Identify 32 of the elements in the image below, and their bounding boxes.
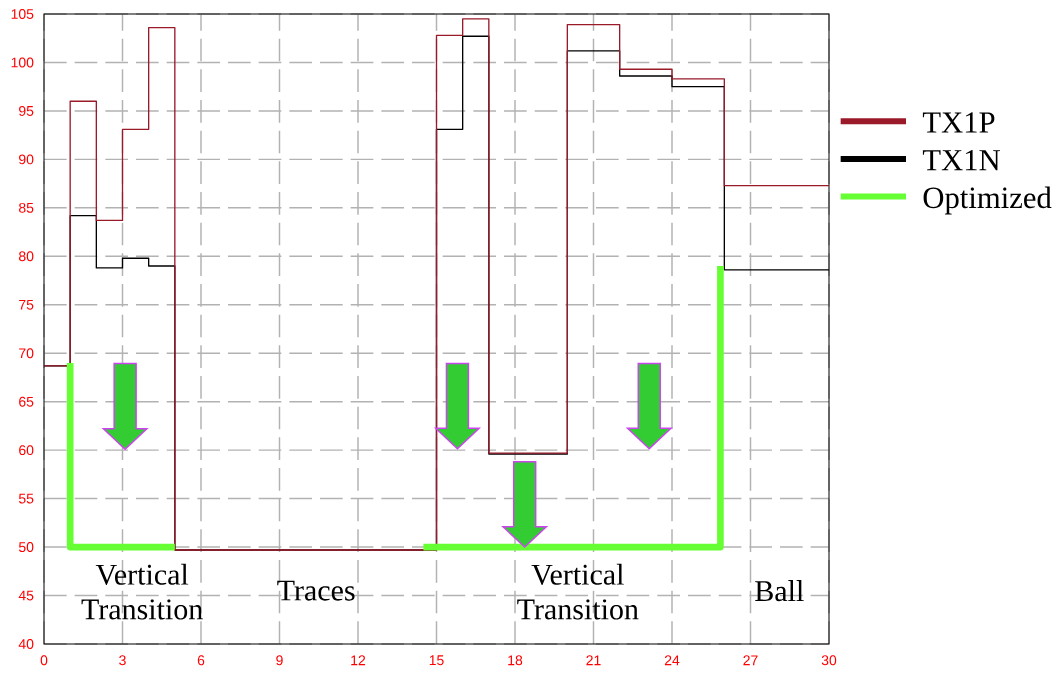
y-tick-label: 90 xyxy=(19,154,34,165)
y-tick-label: 100 xyxy=(11,57,34,68)
y-tick-label: 70 xyxy=(19,348,34,359)
x-tick-label: 15 xyxy=(429,655,444,666)
y-tick-label: 55 xyxy=(18,493,34,504)
x-tick-label: 6 xyxy=(197,655,205,666)
x-tick-label: 27 xyxy=(743,655,758,666)
y-tick-label: 105 xyxy=(11,9,34,19)
y-tick-label: 80 xyxy=(18,251,34,262)
legend-label: TX1P xyxy=(922,112,995,133)
x-tick-label: 21 xyxy=(586,655,601,666)
y-tick-label: 50 xyxy=(18,542,34,553)
y-tick-label: 65 xyxy=(19,396,34,407)
x-tick-label: 18 xyxy=(508,655,523,666)
y-tick-label: 60 xyxy=(19,445,34,456)
annotation: Vertical Transition xyxy=(517,563,639,620)
annotation: Vertical Transition xyxy=(81,563,203,620)
y-tick-label: 40 xyxy=(18,639,34,649)
annotation: Traces xyxy=(277,580,355,601)
x-tick-label: 3 xyxy=(119,655,126,666)
x-tick-label: 0 xyxy=(40,655,48,666)
x-tick-label: 24 xyxy=(664,655,680,666)
y-tick-label: 95 xyxy=(19,105,34,116)
y-tick-label: 75 xyxy=(19,299,34,310)
x-tick-label: 30 xyxy=(821,655,837,666)
legend-label: TX1N xyxy=(922,149,1000,171)
x-tick-label: 9 xyxy=(276,655,283,666)
annotation: Ball xyxy=(755,580,804,602)
legend-label: Optimized xyxy=(923,186,1052,215)
y-tick-label: 45 xyxy=(18,590,34,601)
x-tick-label: 12 xyxy=(351,655,366,666)
y-tick-label: 85 xyxy=(18,202,34,213)
